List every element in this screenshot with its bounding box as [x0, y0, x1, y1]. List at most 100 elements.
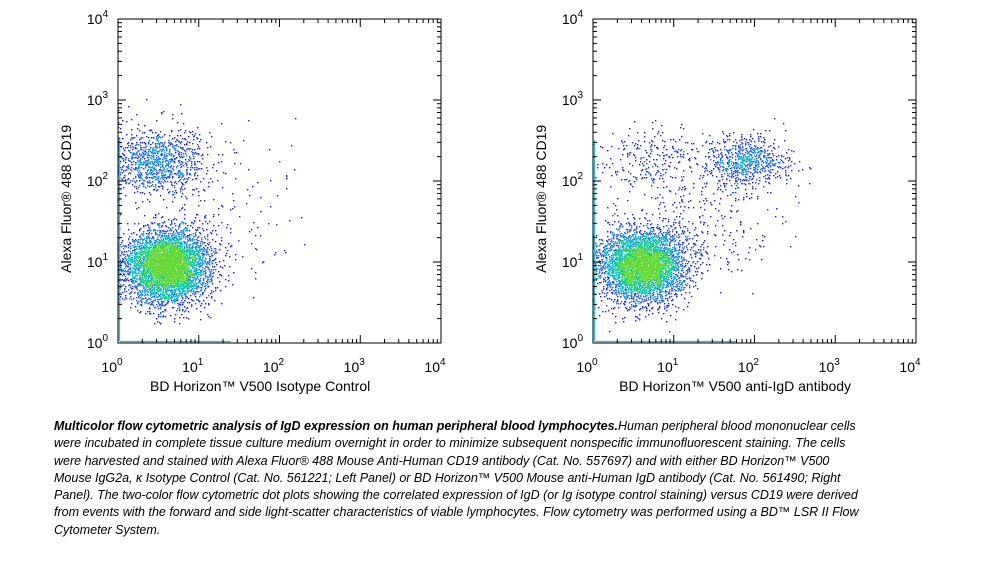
event-dot — [166, 236, 168, 238]
event-dot — [151, 256, 153, 258]
event-dot — [167, 297, 169, 299]
event-dot — [135, 280, 137, 282]
event-dot — [163, 272, 165, 274]
event-dot — [171, 223, 173, 225]
event-dot — [195, 291, 197, 293]
event-dot — [118, 264, 120, 266]
event-dot — [158, 257, 160, 259]
event-dot — [144, 302, 146, 304]
event-dot — [144, 292, 146, 294]
event-dot — [186, 228, 188, 230]
event-dot — [166, 281, 168, 283]
event-dot — [177, 266, 179, 268]
event-dot — [196, 284, 198, 286]
event-dot — [153, 237, 155, 239]
event-dot — [196, 287, 198, 289]
event-dot — [189, 263, 191, 265]
event-dot — [189, 238, 191, 240]
event-dot — [174, 258, 176, 260]
event-dot — [154, 281, 156, 283]
event-dot — [199, 247, 201, 249]
event-dot — [179, 226, 181, 228]
event-dot — [162, 241, 164, 243]
event-dot — [148, 281, 150, 283]
event-dot — [128, 263, 130, 265]
event-dot — [185, 258, 187, 260]
event-dot — [174, 245, 176, 247]
event-dot — [182, 207, 184, 209]
event-dot — [170, 285, 172, 287]
event-dot — [152, 302, 154, 304]
event-dot — [145, 298, 147, 300]
event-dot — [183, 233, 185, 235]
event-dot — [159, 278, 161, 280]
event-dot — [155, 241, 157, 243]
event-dot — [161, 245, 163, 247]
event-dot — [167, 268, 169, 270]
event-dot — [168, 295, 170, 297]
event-dot — [161, 271, 163, 273]
event-dot — [177, 241, 179, 243]
event-dot — [164, 309, 166, 311]
event-dot — [178, 239, 180, 241]
event-dot — [176, 272, 178, 274]
event-dot — [191, 270, 193, 272]
event-dot — [188, 260, 190, 262]
event-dot — [185, 272, 187, 274]
event-dot — [188, 261, 190, 263]
event-dot — [149, 229, 151, 231]
event-dot — [197, 245, 199, 247]
event-dot — [142, 277, 144, 279]
event-dot — [171, 263, 173, 265]
event-dot — [128, 273, 130, 275]
event-dot — [167, 294, 169, 296]
event-dot — [136, 248, 138, 250]
event-dot — [162, 270, 164, 272]
event-dot — [137, 257, 139, 259]
event-dot — [143, 280, 145, 282]
event-dot — [168, 298, 170, 300]
event-dot — [160, 288, 162, 290]
event-dot — [132, 255, 134, 257]
event-dot — [152, 286, 154, 288]
event-dot — [180, 304, 182, 306]
event-dot — [227, 250, 229, 252]
event-dot — [207, 262, 209, 264]
event-dot — [142, 281, 144, 283]
event-dot — [166, 243, 168, 245]
event-dot — [155, 276, 157, 278]
event-dot — [197, 255, 199, 257]
event-dot — [204, 307, 206, 309]
event-dot — [145, 273, 147, 275]
event-dot — [182, 284, 184, 286]
event-dot — [215, 288, 217, 290]
event-dot — [193, 274, 195, 276]
event-dot — [211, 269, 213, 271]
event-dot — [151, 255, 153, 257]
event-dot — [159, 281, 161, 283]
event-dot — [190, 285, 192, 287]
event-dot — [182, 256, 184, 258]
event-dot — [181, 230, 183, 232]
event-dot — [184, 258, 186, 260]
event-dot — [150, 294, 152, 296]
event-dot — [168, 301, 170, 303]
event-dot — [137, 293, 139, 295]
event-dot — [197, 272, 199, 274]
event-dot — [194, 252, 196, 254]
event-dot — [165, 297, 167, 299]
event-dot — [176, 263, 178, 265]
event-dot — [183, 252, 185, 254]
event-dot — [219, 281, 221, 283]
event-dot — [187, 225, 189, 227]
event-dot — [125, 245, 127, 247]
event-dot — [153, 251, 155, 253]
event-dot — [186, 317, 188, 319]
event-dot — [175, 275, 177, 277]
event-dot — [159, 305, 161, 307]
event-dot — [150, 263, 152, 265]
event-dot — [140, 279, 142, 281]
event-dot — [156, 285, 158, 287]
event-dot — [181, 221, 183, 223]
event-dot — [154, 265, 156, 267]
